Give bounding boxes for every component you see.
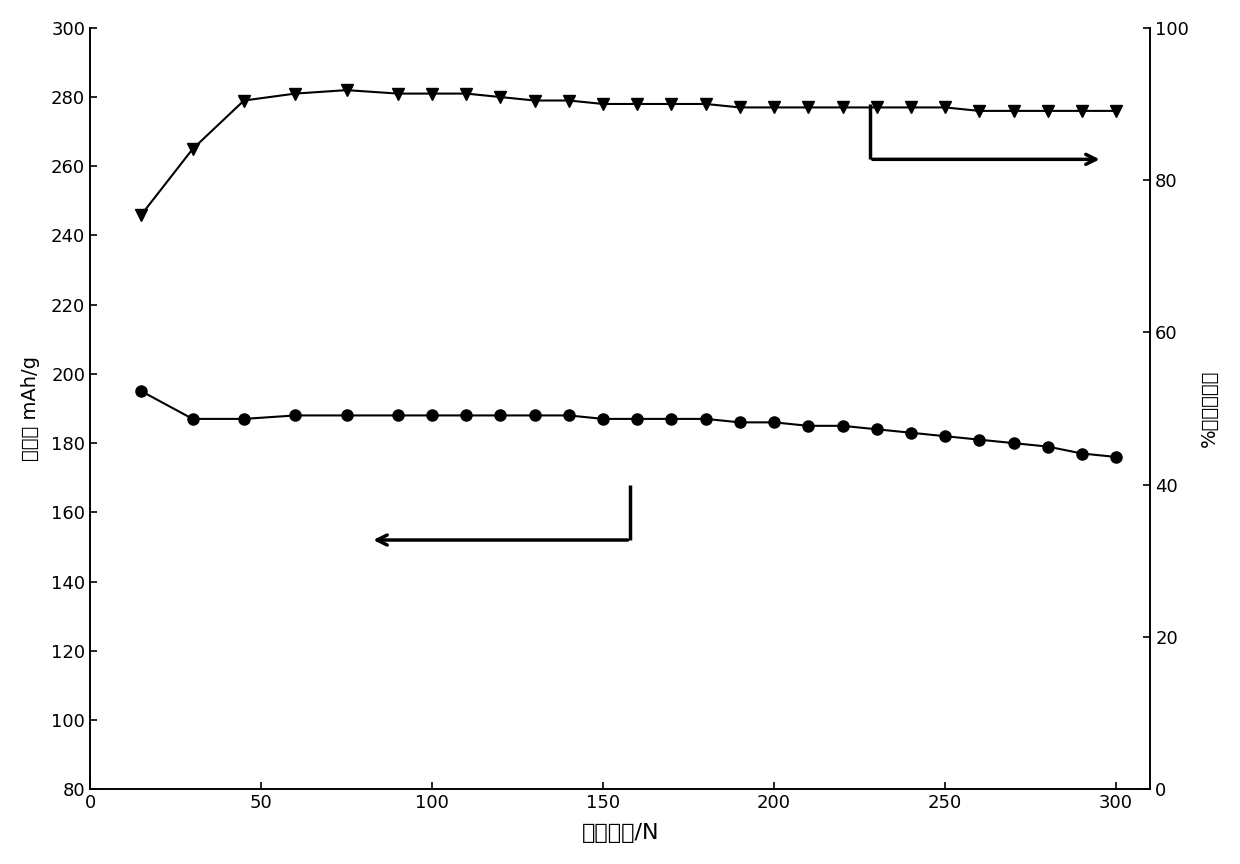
Y-axis label: %容量保持率: %容量保持率 [1200, 370, 1219, 448]
X-axis label: 循环次数/N: 循环次数/N [582, 823, 658, 843]
Y-axis label: 比容量 mAh/g: 比容量 mAh/g [21, 356, 40, 461]
